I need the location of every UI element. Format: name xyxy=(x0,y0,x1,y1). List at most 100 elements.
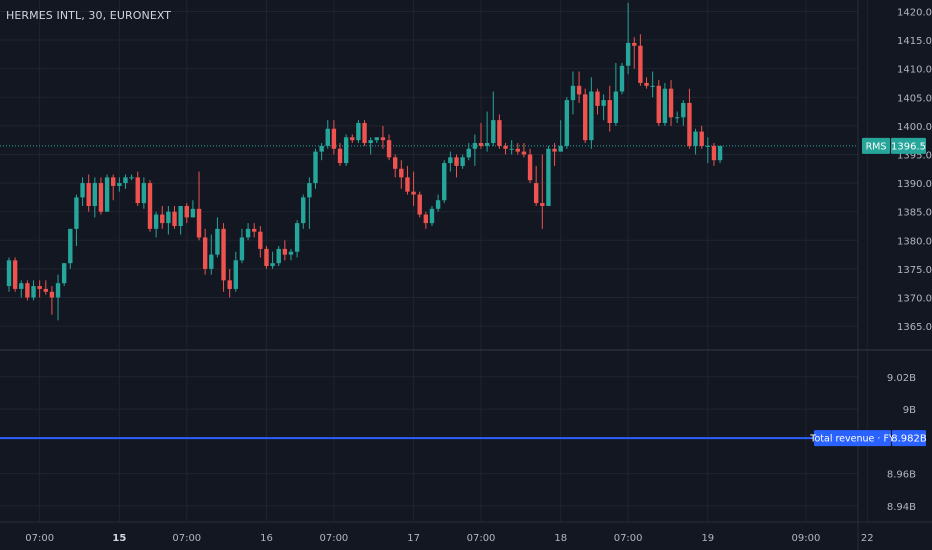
candle-body xyxy=(184,205,189,218)
candle-body xyxy=(288,251,294,255)
candle-body xyxy=(61,263,67,284)
candle xyxy=(589,77,594,149)
candle-body xyxy=(362,123,367,144)
candle-body xyxy=(111,177,116,186)
time-tick-label: 18 xyxy=(554,533,567,544)
candle xyxy=(466,143,471,161)
candle-body xyxy=(282,248,288,255)
price-badge-label-bg xyxy=(862,137,890,154)
candle xyxy=(111,174,116,201)
candle-body xyxy=(423,214,429,224)
candle xyxy=(576,71,582,103)
candle-body xyxy=(564,100,570,146)
price-tick-label: 1415.0 xyxy=(897,36,932,47)
candle xyxy=(147,180,153,232)
candle xyxy=(190,200,196,218)
candle xyxy=(294,220,300,258)
candle xyxy=(141,177,147,209)
candle xyxy=(711,143,717,166)
candle xyxy=(374,137,379,144)
candle xyxy=(681,100,686,126)
candle xyxy=(25,280,30,301)
candle xyxy=(497,114,502,149)
candle-body xyxy=(19,283,24,289)
candle xyxy=(417,191,422,218)
candle-body xyxy=(638,45,643,83)
revenue-badge-value-bg xyxy=(892,430,926,447)
candle-body xyxy=(43,288,48,292)
candle-body xyxy=(668,88,674,118)
candle-body xyxy=(37,286,42,289)
price-tick-label: 1375.0 xyxy=(897,265,932,276)
candle xyxy=(86,174,91,212)
candle xyxy=(55,274,61,321)
candle-body xyxy=(307,183,312,198)
candle xyxy=(650,71,655,98)
price-tick-label: 1365.0 xyxy=(897,322,932,333)
candle-body xyxy=(245,228,251,238)
candle-body xyxy=(252,228,257,232)
candle-body xyxy=(319,145,324,152)
candle-body xyxy=(399,168,404,178)
candle-body xyxy=(86,183,91,206)
candle xyxy=(12,257,18,292)
candle xyxy=(405,165,410,195)
candle-body xyxy=(472,143,478,149)
candle-body xyxy=(178,205,183,226)
candle-body xyxy=(497,120,502,146)
candle-body xyxy=(55,283,61,298)
candle-body xyxy=(484,143,490,146)
candle-body xyxy=(576,85,582,95)
candle-body xyxy=(380,137,386,141)
candle-body xyxy=(209,254,214,269)
candle-body xyxy=(337,148,343,164)
candle-body xyxy=(601,100,606,106)
price-tick-label: 1405.0 xyxy=(897,93,932,104)
candle-body xyxy=(123,177,128,184)
candle-body xyxy=(350,137,355,141)
candle-body xyxy=(509,148,514,150)
price-tick-label: 1385.0 xyxy=(897,208,932,219)
candle-body xyxy=(190,208,196,218)
candle-body xyxy=(202,237,208,269)
candle-body xyxy=(466,148,471,158)
candle-body xyxy=(503,145,508,149)
candle xyxy=(472,134,478,166)
candle xyxy=(227,268,232,298)
candle-body xyxy=(196,208,202,238)
candle xyxy=(368,137,373,155)
candle xyxy=(533,165,539,206)
candle xyxy=(625,2,631,75)
candle xyxy=(153,211,159,238)
candle xyxy=(392,154,398,178)
time-tick-label: 07:00 xyxy=(319,533,348,544)
candle xyxy=(521,143,527,158)
candle-body xyxy=(25,283,30,298)
candle-body xyxy=(460,157,465,166)
candle-body xyxy=(625,42,631,66)
candle xyxy=(37,280,42,298)
candle xyxy=(270,251,275,269)
candle-body xyxy=(674,117,680,119)
candle-body xyxy=(656,85,661,124)
candle-body xyxy=(6,260,12,287)
time-tick-label: 16 xyxy=(260,533,273,544)
candle-body xyxy=(129,177,134,179)
candle xyxy=(435,194,441,212)
candle-body xyxy=(215,228,220,255)
candle-body xyxy=(294,223,300,252)
candle-body xyxy=(264,248,269,267)
candle xyxy=(276,246,281,267)
symbol-title[interactable]: HERMES INTL, 30, EURONEXT xyxy=(6,9,172,22)
candle-body xyxy=(540,203,545,206)
candle xyxy=(61,263,67,287)
candle xyxy=(319,143,324,161)
price-badge-value: 1396.5 xyxy=(891,141,926,152)
candle-body xyxy=(527,154,533,181)
candle-body xyxy=(227,280,232,289)
candle xyxy=(252,223,257,238)
candle xyxy=(380,125,386,149)
revenue-badge-label: Total revenue · FY xyxy=(809,434,895,445)
